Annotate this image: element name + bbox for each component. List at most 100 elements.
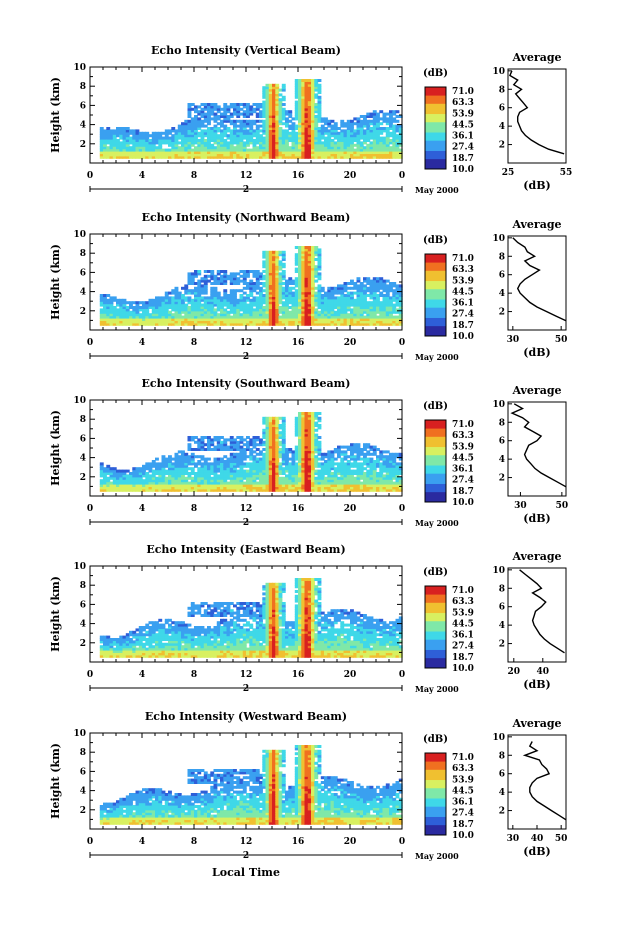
heatmap-cell (282, 417, 286, 420)
colorbar-label: 10.0 (452, 165, 474, 175)
heatmap-cell (318, 424, 322, 427)
average-profile-line (510, 71, 564, 154)
heatmap-cell (318, 412, 322, 415)
y-tick-label: 6 (80, 268, 86, 278)
y-tick-label: 2 (80, 140, 86, 150)
heatmap-cell (396, 120, 400, 123)
average-y-tick-label: 6 (499, 104, 505, 114)
average-y-tick-label: 4 (499, 122, 505, 132)
colorbar-label: 44.5 (452, 120, 474, 130)
heatmap-cell (155, 458, 159, 461)
heatmap-cell (282, 103, 286, 106)
x-tick-label: 0 (87, 171, 93, 181)
colorbar-label: 71.0 (452, 87, 474, 97)
colorbar-label: 18.7 (452, 321, 474, 331)
colorbar-label: 36.1 (452, 132, 474, 142)
x-tick-label: 0 (399, 338, 405, 348)
heatmap-cell (275, 84, 279, 87)
colorbar-label: 63.3 (452, 265, 474, 275)
average-x-tick-label: 55 (560, 168, 573, 178)
x-tick-label: 0 (87, 338, 93, 348)
y-tick-label: 8 (80, 82, 86, 92)
x-tick-label: 20 (344, 171, 357, 181)
colorbar-unit: (dB) (423, 68, 448, 79)
day-label: 2 (243, 352, 249, 362)
average-y-tick-label: 2 (499, 141, 505, 151)
average-y-tick-label: 8 (499, 252, 505, 262)
x-tick-label: 4 (139, 171, 145, 181)
heatmap-cell (334, 122, 338, 125)
heatmap-cells (100, 412, 403, 492)
heatmap-cell (318, 79, 322, 82)
heatmap-cell (318, 96, 322, 99)
average-x-tick-label: 50 (555, 335, 568, 345)
x-tick-label: 8 (191, 338, 197, 348)
average-x-tick-label: 25 (502, 168, 515, 178)
heatmap-cell (318, 248, 322, 251)
heatmap-cell (288, 110, 292, 113)
heatmap-cell (318, 436, 322, 439)
average-x-tick-label: 30 (507, 335, 520, 345)
x-tick-label: 12 (240, 338, 253, 348)
heatmap-cell (282, 96, 286, 99)
heatmap-cell (318, 84, 322, 87)
heatmap-cell (318, 417, 322, 420)
y-tick-label: 8 (80, 249, 86, 259)
heatmap-cell (188, 443, 192, 446)
x-tick-label: 16 (292, 171, 305, 181)
average-x-label: (dB) (523, 346, 550, 359)
heatmap-cell (100, 462, 104, 465)
date-label: May 2000 (415, 352, 459, 362)
colorbar-label: 44.5 (452, 287, 474, 297)
panel-3: Echo Intensity (Southward Beam)246810Hei… (49, 377, 568, 528)
colorbar-label: 53.9 (452, 276, 474, 286)
average-y-tick-label: 2 (499, 308, 505, 318)
y-axis-label: Height (km) (49, 244, 62, 320)
heatmap-cell (223, 289, 227, 292)
colorbar-label: 36.1 (452, 299, 474, 309)
heatmap-cell (214, 287, 218, 290)
average-title: Average (511, 218, 561, 231)
heatmap-cell (282, 263, 286, 266)
heatmap-cell (282, 84, 286, 87)
date-label: May 2000 (415, 185, 459, 195)
average-profile-line (513, 238, 566, 321)
colorbar-unit: (dB) (423, 235, 448, 246)
heatmap-cell (282, 251, 286, 254)
heatmap-cell (210, 270, 214, 273)
heatmap-cell (396, 110, 400, 113)
heatmap-cell (223, 270, 227, 273)
heatmap-cell (318, 441, 322, 444)
average-y-tick-label: 6 (499, 271, 505, 281)
y-axis-label: Height (km) (49, 77, 62, 153)
colorbar-label: 71.0 (452, 254, 474, 264)
colorbar-label: 27.4 (452, 143, 474, 153)
colorbar-label: 27.4 (452, 310, 474, 320)
average-y-tick-label: 10 (492, 234, 505, 244)
heatmap-cells (100, 79, 403, 159)
panel-2: Echo Intensity (Northward Beam) 2 4 6 8 10 Hei… (49, 211, 567, 362)
panel-title: Echo Intensity (Southward Beam) (142, 377, 351, 390)
y-tick-label: 6 (80, 101, 86, 111)
y-tick-label: 4 (80, 288, 86, 298)
y-tick-label: 2 (80, 307, 86, 317)
x-tick-label: 16 (292, 338, 305, 348)
y-tick-label: 4 (80, 121, 86, 131)
heatmap-cell (318, 272, 322, 275)
panel-1: Echo Intensity (Vertical Beam)246810Heig… (49, 44, 572, 195)
panel-title: Echo Intensity (Northward Beam) (142, 211, 351, 224)
x-tick-label: 0 (399, 171, 405, 181)
colorbar-label: 53.9 (452, 109, 474, 119)
heatmap-cell (321, 287, 325, 290)
heatmap-cell (217, 292, 221, 295)
y-tick-label: 10 (73, 230, 86, 240)
average-x-label: (dB) (523, 179, 550, 192)
average-frame (508, 69, 566, 163)
x-tick-label: 12 (240, 171, 253, 181)
x-tick-label: 4 (139, 338, 145, 348)
heatmap-cell (282, 270, 286, 273)
average-title: Average (511, 51, 561, 64)
colorbar-label: 18.7 (452, 154, 474, 164)
average-y-tick-label: 8 (499, 85, 505, 95)
